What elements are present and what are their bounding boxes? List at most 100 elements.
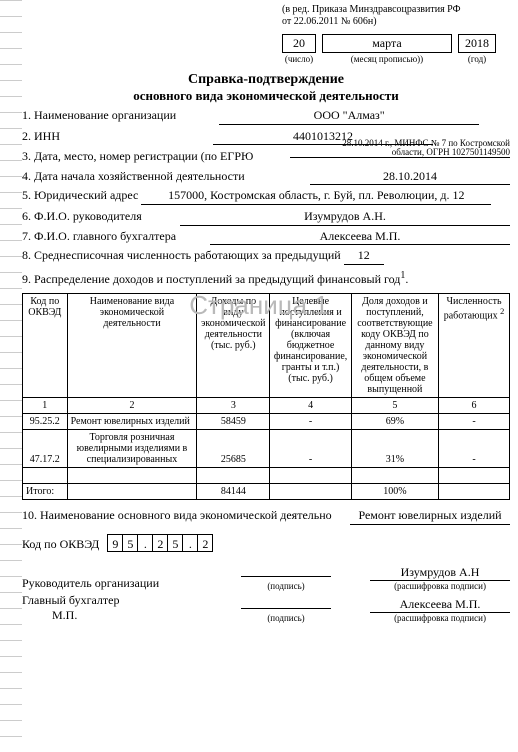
code-digit: . [182, 534, 198, 552]
reference-note-line2: от 22.06.2011 № 606н) [282, 16, 510, 28]
sig1-decode-cap: (расшифровка подписи) [370, 581, 510, 591]
field-5-label: 5. Юридический адрес [22, 188, 138, 202]
field-3-label: 3. Дата, место, номер регистрации (по ЕГ… [22, 149, 253, 163]
doc-title-2: основного вида экономической деятельност… [22, 88, 510, 104]
th-6: Численность работающих 2 [439, 294, 510, 398]
field-director: 6. Ф.И.О. руководителя Изумрудов А.Н. [22, 209, 510, 225]
doc-title-1: Справка-подтверждение [22, 72, 510, 88]
field-4-value: 28.10.2014 [310, 169, 510, 186]
numcol-2: 2 [67, 398, 197, 414]
field-main-activity: 10. Наименование основного вида экономич… [22, 508, 510, 524]
okved-code-boxes: 9 5 . 2 5 . 2 [108, 534, 213, 552]
code-digit: 5 [122, 534, 138, 552]
date-day-caption: (число) [282, 54, 316, 64]
code-digit: 9 [107, 534, 123, 552]
cell-r2c1: 47.17.2 [23, 430, 68, 468]
cell-r1c5: 69% [351, 414, 438, 430]
field-distribution: 9. Распределение доходов и поступлений з… [22, 269, 510, 288]
table-total-row: Итого: 84144 100% [23, 484, 510, 500]
cell-r2c2: Торговля розничная ювелирными изделиями … [67, 430, 197, 468]
date-year: 2018 [458, 34, 496, 53]
total-c3: 84144 [197, 484, 270, 500]
field-8-value: 12 [344, 248, 384, 265]
field-9-label: 9. Распределение доходов и поступлений з… [22, 272, 400, 286]
field-5-value: 157000, Костромская область, г. Буй, пл.… [141, 188, 491, 205]
field-8-label: 8. Среднесписочная численность работающи… [22, 248, 341, 262]
cell-r3c2 [67, 468, 197, 484]
th-3: Доходы по виду экономической деятельност… [197, 294, 270, 398]
row-grid-decoration [0, 0, 22, 752]
date-year-caption: (год) [458, 54, 496, 64]
sig1-sign-line [241, 576, 331, 577]
sig2-sign-line [241, 608, 331, 609]
field-accountant: 7. Ф.И.О. главного бухгалтера Алексеева … [22, 229, 510, 245]
code-digit: 2 [197, 534, 213, 552]
field-4-label: 4. Дата начала хозяйственной деятельност… [22, 169, 245, 183]
sig1-role: Руководитель организации [22, 576, 202, 591]
field-10-label: 10. Наименование основного вида экономич… [22, 508, 332, 522]
table-row [23, 468, 510, 484]
cell-r3c6 [439, 468, 510, 484]
numcol-6: 6 [439, 398, 510, 414]
date-month-caption: (месяц прописью)) [322, 54, 452, 64]
th-2: Наименование вида экономической деятельн… [67, 294, 197, 398]
field-registration: 3. Дата, место, номер регистрации (по ЕГ… [22, 149, 510, 165]
numcol-4: 4 [270, 398, 352, 414]
cell-r3c4 [270, 468, 352, 484]
field-3-sub2: области, ОГРН 1027501149500 [290, 148, 510, 158]
cell-r2c6: - [439, 430, 510, 468]
date-month: марта [322, 34, 452, 53]
field-headcount: 8. Среднесписочная численность работающи… [22, 248, 510, 265]
total-label: Итого: [23, 484, 68, 500]
cell-r1c4: - [270, 414, 352, 430]
cell-r2c3: 25685 [197, 430, 270, 468]
cell-r2c4: - [270, 430, 352, 468]
field-9-sup: 1 [400, 270, 405, 281]
table-row: 95.25.2 Ремонт ювелирных изделий 58459 -… [23, 414, 510, 430]
field-start-date: 4. Дата начала хозяйственной деятельност… [22, 169, 510, 185]
field-6-label: 6. Ф.И.О. руководителя [22, 209, 142, 223]
field-7-label: 7. Ф.И.О. главного бухгалтера [22, 229, 176, 243]
okved-label: Код по ОКВЭД [22, 537, 99, 551]
table-numrow: 1 2 3 4 5 6 [23, 398, 510, 414]
cell-r1c2: Ремонт ювелирных изделий [67, 414, 197, 430]
signature-accountant: Главный бухгалтер М.П. (подпись) Алексее… [22, 593, 510, 623]
numcol-1: 1 [23, 398, 68, 414]
field-1-label: 1. Наименование организации [22, 108, 176, 122]
field-address: 5. Юридический адрес 157000, Костромская… [22, 188, 510, 205]
cell-r3c5 [351, 468, 438, 484]
sig1-sign-cap: (подпись) [241, 581, 331, 591]
th-1: Код по ОКВЭД [23, 294, 68, 398]
cell-r3c3 [197, 468, 270, 484]
signature-director: Руководитель организации (подпись) Изумр… [22, 565, 510, 591]
total-c5: 100% [351, 484, 438, 500]
cell-r3c1 [23, 468, 68, 484]
table-row: 47.17.2 Торговля розничная ювелирными из… [23, 430, 510, 468]
field-10-value: Ремонт ювелирных изделий [350, 508, 510, 525]
code-digit: . [137, 534, 153, 552]
cell-r2c5: 31% [351, 430, 438, 468]
field-org-name: 1. Наименование организации ООО "Алмаз" [22, 108, 510, 125]
cell-r1c3: 58459 [197, 414, 270, 430]
code-digit: 2 [152, 534, 168, 552]
sig2-sign-cap: (подпись) [241, 613, 331, 623]
sig2-mp: М.П. [52, 608, 202, 623]
sig2-role: Главный бухгалтер [22, 593, 202, 608]
th-5: Доля доходов и поступлений, соответствую… [351, 294, 438, 398]
date-block: 20 (число) марта (месяц прописью)) 2018 … [282, 34, 510, 64]
th-4: Целевые поступления и финансирование (вк… [270, 294, 352, 398]
reference-note-line1: (в ред. Приказа Минздравсоцразвития РФ [282, 4, 510, 16]
okved-code-row: Код по ОКВЭД 9 5 . 2 5 . 2 [22, 534, 510, 553]
field-1-value: ООО "Алмаз" [219, 108, 479, 125]
sig2-decode-cap: (расшифровка подписи) [370, 613, 510, 623]
table-header-row: Код по ОКВЭД Наименование вида экономиче… [23, 294, 510, 398]
sig2-name: Алексеева М.П. [370, 597, 510, 613]
sig1-name: Изумрудов А.Н [370, 565, 510, 581]
field-6-value: Изумрудов А.Н. [180, 209, 510, 226]
numcol-5: 5 [351, 398, 438, 414]
field-7-value: Алексеева М.П. [210, 229, 510, 246]
cell-r1c6: - [439, 414, 510, 430]
cell-r1c1: 95.25.2 [23, 414, 68, 430]
activity-table: Код по ОКВЭД Наименование вида экономиче… [22, 293, 510, 500]
numcol-3: 3 [197, 398, 270, 414]
